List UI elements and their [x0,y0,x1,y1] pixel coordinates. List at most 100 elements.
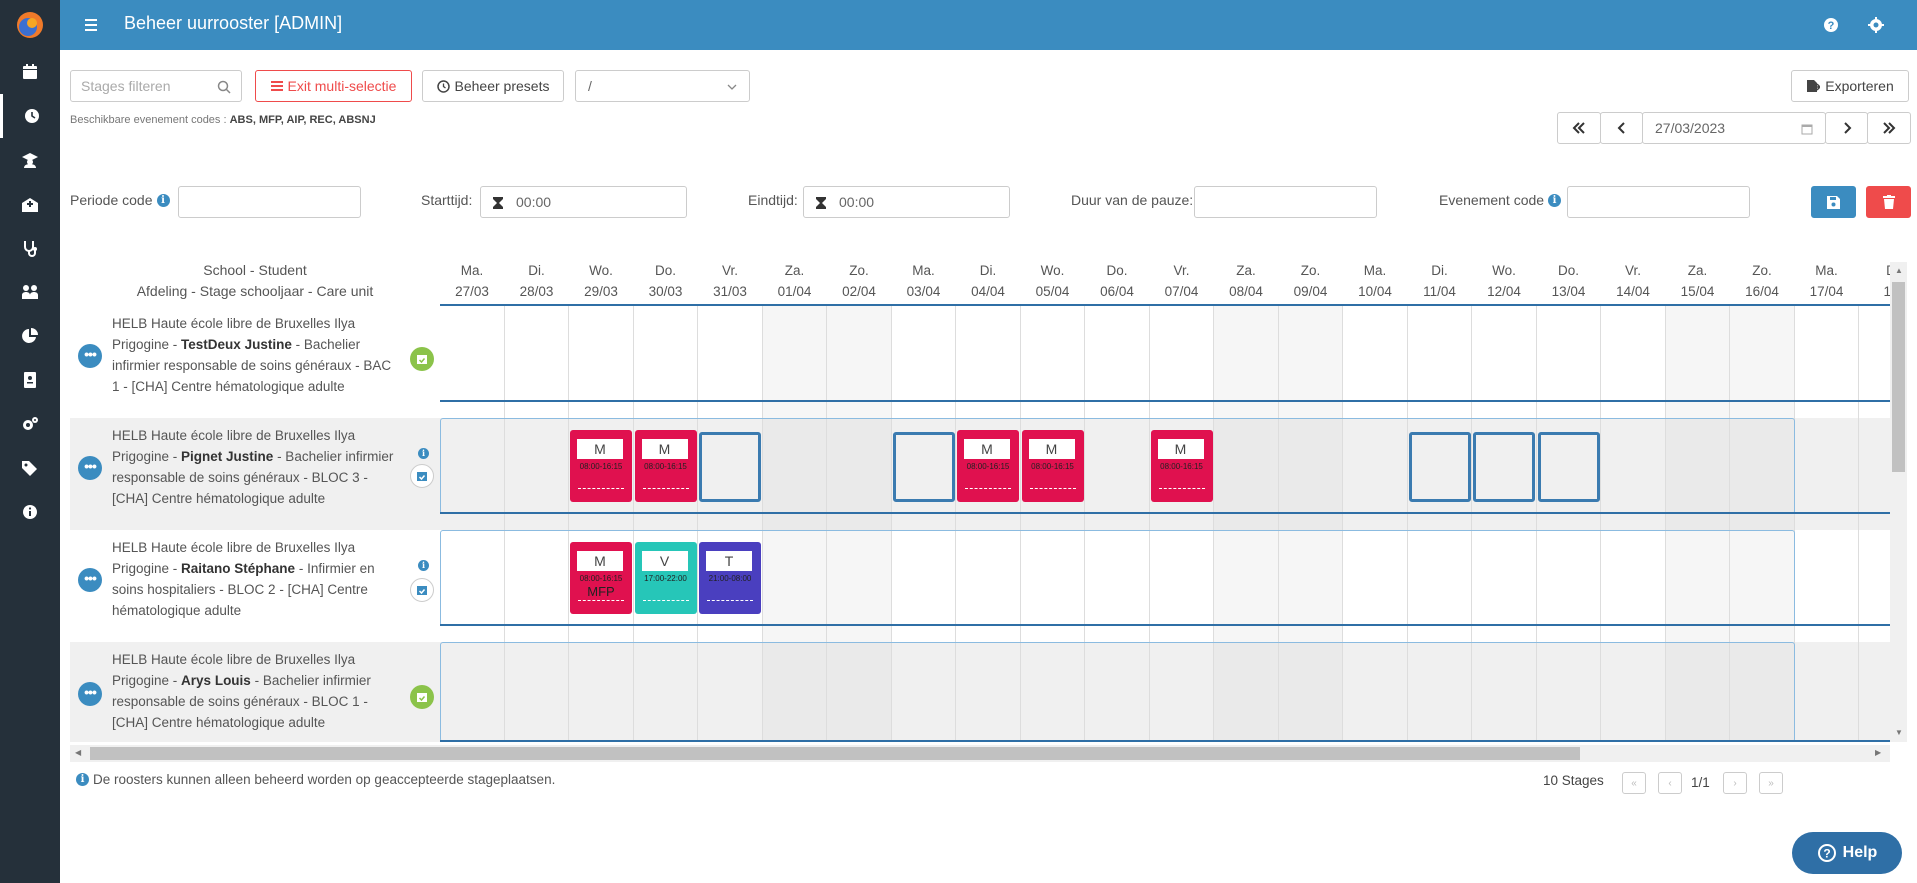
selected-slot[interactable] [1537,432,1600,502]
day-cell[interactable] [505,642,569,742]
day-cell[interactable] [1343,306,1408,418]
day-cell[interactable] [762,530,827,642]
day-cell[interactable] [762,306,827,418]
day-cell[interactable] [1021,642,1085,742]
day-cell[interactable] [440,306,505,418]
day-cell[interactable] [698,418,763,530]
schedule-event[interactable]: M 08:00-16:15 [957,430,1019,502]
day-cell[interactable] [1021,530,1085,642]
day-cell[interactable] [1021,306,1085,418]
day-cell[interactable] [1214,418,1279,530]
schedule-event[interactable]: M 08:00-16:15 [634,430,697,502]
schedule-event[interactable]: T 21:00-08:00 [699,542,761,614]
vertical-scroll-thumb[interactable] [1892,282,1905,472]
day-cell[interactable] [1021,418,1085,530]
selected-slot[interactable] [1473,432,1535,502]
day-cell[interactable] [1601,418,1666,530]
nav-schedule[interactable] [0,94,60,138]
day-cell[interactable] [1150,418,1214,530]
day-cell[interactable] [569,642,634,742]
info-icon[interactable]: i [418,560,429,571]
day-cell[interactable] [956,306,1021,418]
day-cell[interactable] [1408,418,1472,530]
selected-slot[interactable] [1408,432,1471,502]
gear-icon[interactable] [1866,15,1886,35]
manage-presets-button[interactable]: Beheer presets [422,70,564,102]
day-cell[interactable] [1278,418,1343,530]
first-week-button[interactable] [1557,112,1601,144]
day-cell[interactable] [892,530,956,642]
nav-tags[interactable] [0,446,60,490]
day-cell[interactable] [1408,642,1472,742]
nav-users[interactable] [0,270,60,314]
schedule-event[interactable]: M 08:00-16:15 [1150,430,1213,502]
scroll-up-arrow-icon[interactable]: ▲ [1895,266,1903,275]
day-cell[interactable] [892,418,956,530]
stages-filter-input[interactable]: Stages filteren [70,70,242,102]
calendar-check-icon[interactable] [410,464,434,488]
day-cell[interactable] [1537,642,1601,742]
day-cell[interactable] [956,642,1021,742]
day-cell[interactable] [1085,418,1150,530]
day-cell[interactable] [1537,418,1601,530]
horizontal-scrollbar[interactable]: ◀ ▶ [70,745,1890,762]
day-cell[interactable] [569,530,634,642]
day-cell[interactable] [1472,642,1537,742]
info-icon[interactable]: i [418,448,429,459]
day-cell[interactable] [1601,306,1666,418]
day-cell[interactable] [827,530,892,642]
scroll-left-arrow-icon[interactable]: ◀ [75,748,82,757]
scroll-right-arrow-icon[interactable]: ▶ [1875,748,1882,757]
schedule-event[interactable]: V 17:00-22:00 [634,542,697,614]
exit-multiselect-button[interactable]: Exit multi-selectie [255,70,412,102]
period-code-input[interactable] [178,186,361,218]
nav-institutions[interactable] [0,182,60,226]
last-week-button[interactable] [1867,112,1911,144]
day-cell[interactable] [892,642,956,742]
nav-medical[interactable] [0,226,60,270]
day-cell[interactable] [1795,418,1859,530]
last-page-button[interactable]: » [1759,772,1783,794]
day-cell[interactable] [827,418,892,530]
day-cell[interactable] [762,418,827,530]
pause-duration-input[interactable] [1194,186,1377,218]
first-page-button[interactable]: « [1622,772,1646,794]
row-options-icon[interactable]: ••• [78,682,102,706]
day-cell[interactable] [1214,642,1279,742]
day-cell[interactable] [1795,306,1859,418]
day-cell[interactable] [569,418,634,530]
day-cell[interactable] [1343,418,1408,530]
date-input[interactable]: 27/03/2023 [1642,112,1826,144]
day-cell[interactable] [634,530,698,642]
next-week-button[interactable] [1825,112,1868,144]
day-cell[interactable] [698,306,763,418]
day-cell[interactable] [505,418,569,530]
day-cell[interactable] [892,306,956,418]
day-cell[interactable] [956,530,1021,642]
day-cell[interactable] [634,642,698,742]
day-cell[interactable] [827,642,892,742]
previous-page-button[interactable]: ‹ [1658,772,1682,794]
day-cell[interactable] [1730,306,1795,418]
day-cell[interactable] [634,418,698,530]
day-cell[interactable] [1343,530,1408,642]
schedule-event[interactable]: M 08:00-16:15 [1021,430,1084,502]
day-cell[interactable] [1601,530,1666,642]
day-cell[interactable] [1795,642,1859,742]
nav-documents[interactable] [0,358,60,402]
nav-calendar[interactable] [0,50,60,94]
day-cell[interactable] [1665,642,1730,742]
selected-slot[interactable] [699,432,761,502]
day-cell[interactable] [1150,642,1214,742]
day-cell[interactable] [956,418,1021,530]
day-cell[interactable] [1278,642,1343,742]
help-button[interactable]: ? Help [1792,832,1902,874]
nav-settings[interactable] [0,402,60,446]
day-cell[interactable] [1795,530,1859,642]
next-page-button[interactable]: › [1723,772,1747,794]
day-cell[interactable] [1472,418,1537,530]
preset-select[interactable]: / [575,70,750,102]
info-icon[interactable]: i [1548,193,1562,207]
day-cell[interactable] [698,642,763,742]
schedule-event[interactable]: M 08:00-16:15 [570,430,632,502]
